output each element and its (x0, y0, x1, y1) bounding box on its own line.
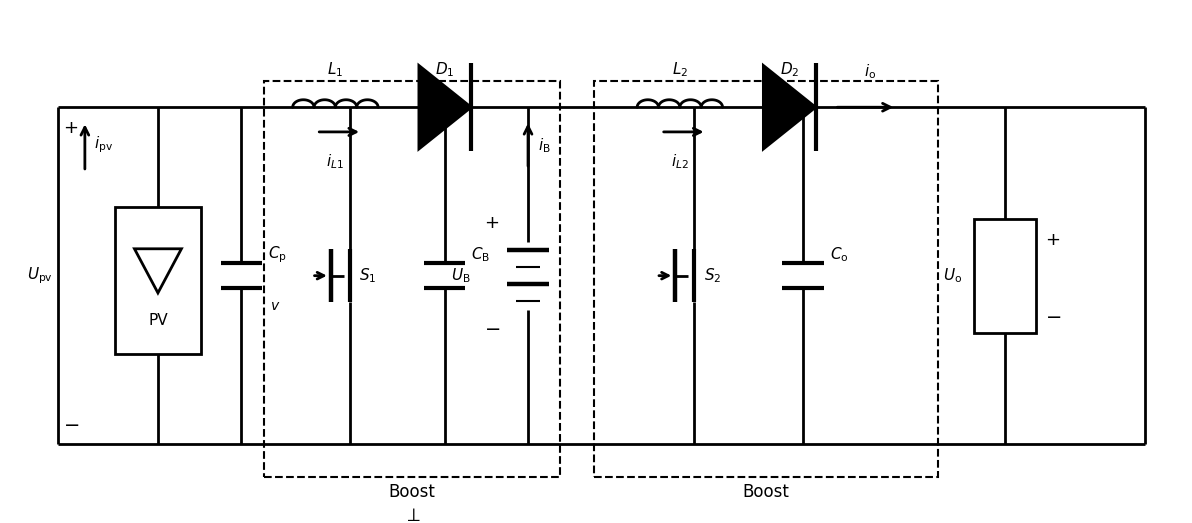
Text: $-$: $-$ (62, 414, 79, 433)
Text: $U_{\rm B}$: $U_{\rm B}$ (452, 266, 471, 285)
Bar (595, 81, 938, 477)
Text: $C_{\rm B}$: $C_{\rm B}$ (471, 245, 490, 264)
Text: Boost: Boost (389, 483, 436, 501)
Text: $S_1$: $S_1$ (359, 266, 377, 285)
Polygon shape (418, 65, 471, 149)
Bar (974, 219, 1036, 333)
Text: $-$: $-$ (1045, 306, 1061, 325)
Text: $\perp$: $\perp$ (403, 506, 422, 523)
Text: $i_{\rm o}$: $i_{\rm o}$ (864, 62, 876, 81)
Bar (265, 81, 560, 477)
Text: $i_{L1}$: $i_{L1}$ (327, 153, 344, 172)
Text: $D_1$: $D_1$ (435, 60, 454, 79)
Text: $i_{L2}$: $i_{L2}$ (671, 153, 689, 172)
Text: $i_{\rm B}$: $i_{\rm B}$ (538, 136, 551, 154)
Text: $C_{\rm o}$: $C_{\rm o}$ (830, 245, 849, 264)
Text: $i_{\rm pv}$: $i_{\rm pv}$ (94, 135, 113, 155)
Text: $+$: $+$ (1045, 231, 1061, 248)
Text: $+$: $+$ (63, 119, 79, 137)
Text: $-$: $-$ (484, 319, 501, 337)
Text: Boost: Boost (743, 483, 789, 501)
Text: $U_{\rm pv}$: $U_{\rm pv}$ (26, 265, 52, 286)
Text: PV: PV (148, 313, 168, 327)
Text: $L_2$: $L_2$ (672, 60, 688, 79)
Text: $v$: $v$ (269, 299, 280, 313)
Bar (116, 207, 200, 354)
Text: $U_{\rm o}$: $U_{\rm o}$ (944, 266, 963, 285)
Polygon shape (763, 65, 815, 149)
Text: $D_2$: $D_2$ (780, 60, 799, 79)
Text: $L_1$: $L_1$ (328, 60, 343, 79)
Text: $C_{\rm p}$: $C_{\rm p}$ (268, 244, 287, 265)
Text: $+$: $+$ (484, 214, 499, 233)
Text: $S_2$: $S_2$ (703, 266, 721, 285)
